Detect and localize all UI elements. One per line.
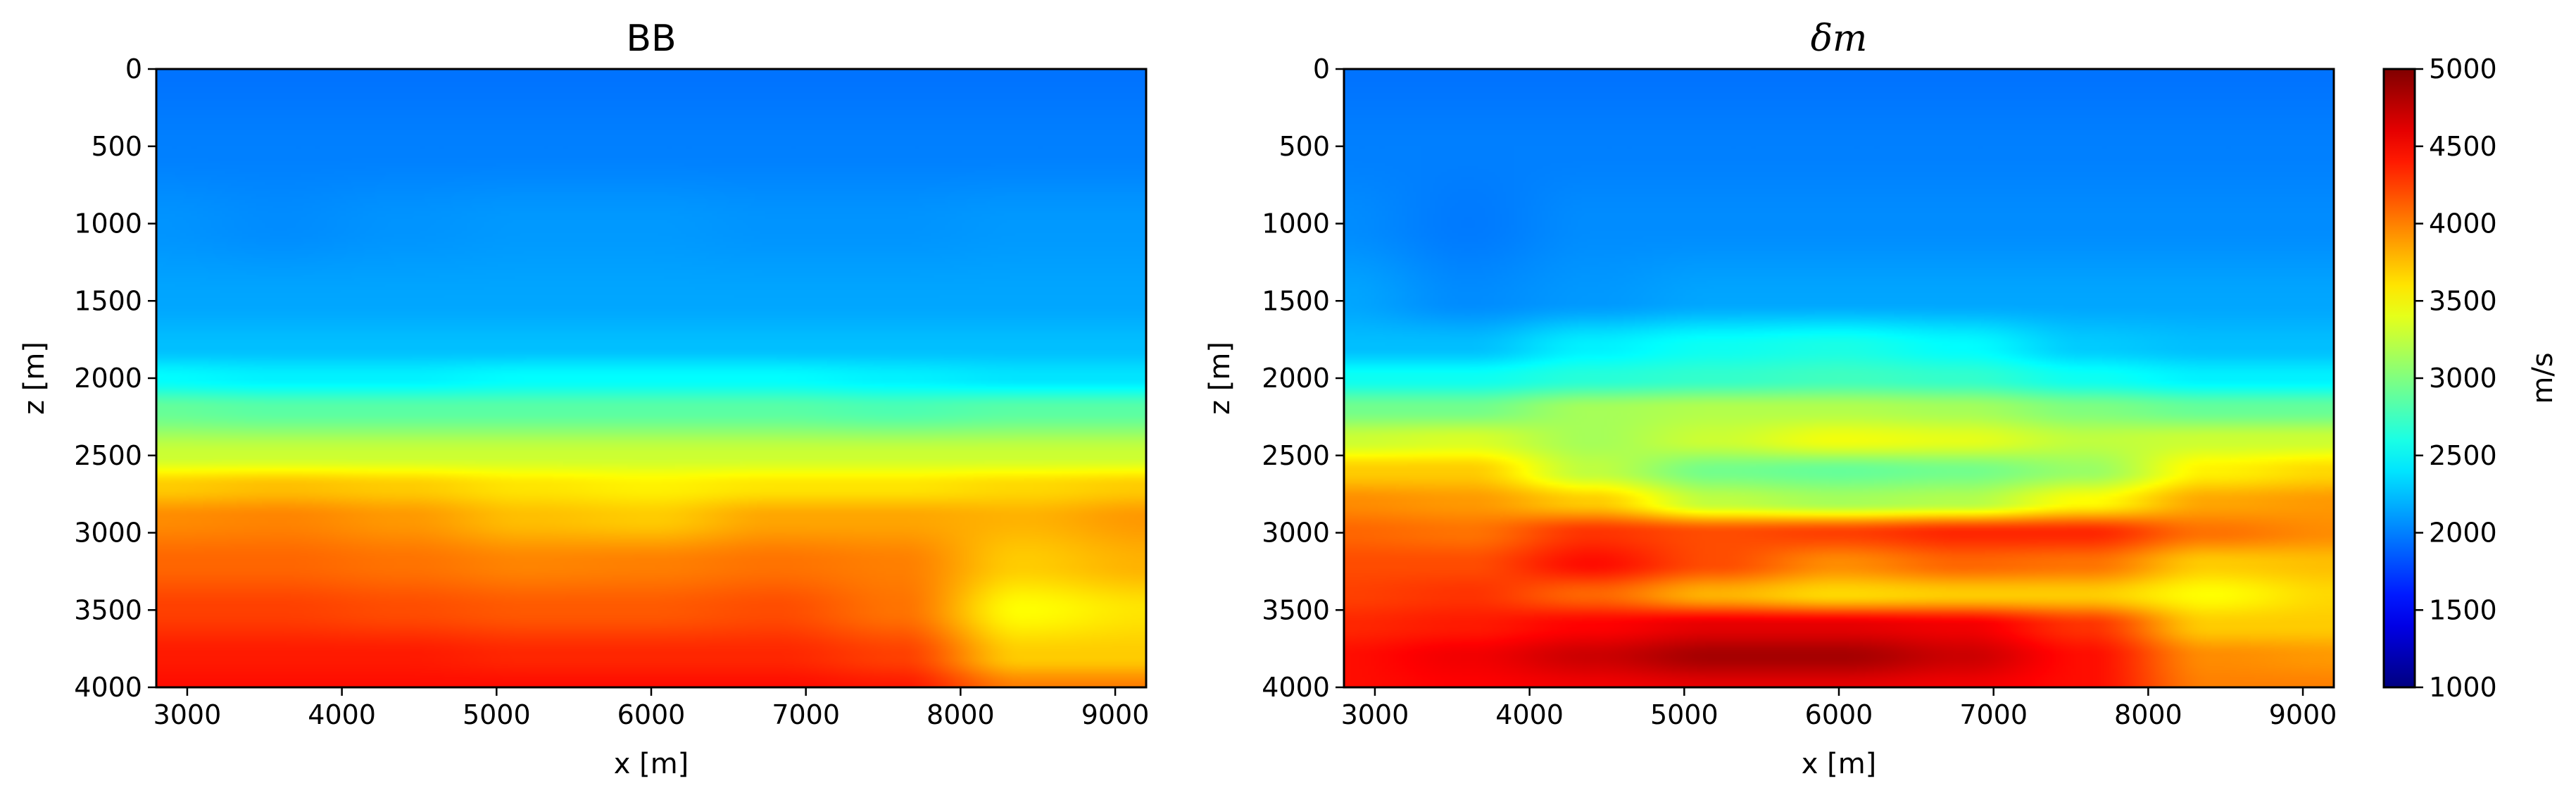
x-ticks-dm: 3000 4000 5000 6000 7000 8000 9000 — [1341, 687, 2337, 730]
x-tick-label: 9000 — [2269, 699, 2337, 730]
x-axis-label-dm: x [m] — [1802, 748, 1877, 780]
panel-title-bb: BB — [626, 18, 676, 60]
y-tick-label: 0 — [1313, 54, 1330, 85]
y-tick-label: 1000 — [74, 208, 142, 239]
y-tick-label: 2500 — [1262, 440, 1330, 471]
colorbar-tick-label: 1000 — [2429, 672, 2497, 703]
y-tick-label: 1500 — [1262, 285, 1330, 316]
x-tick-label: 9000 — [1081, 699, 1150, 730]
x-tick-label: 7000 — [1959, 699, 2028, 730]
colorbar-tick-label: 4000 — [2429, 208, 2497, 239]
y-tick-label: 1000 — [1262, 208, 1330, 239]
x-tick-label: 3000 — [1341, 699, 1409, 730]
colorbar-label: m/s — [2527, 352, 2559, 404]
x-tick-label: 6000 — [1805, 699, 1873, 730]
y-axis-label-bb: z [m] — [18, 342, 51, 415]
x-tick-label: 8000 — [926, 699, 995, 730]
x-ticks-bb: 3000 4000 5000 6000 7000 8000 9000 — [153, 687, 1150, 730]
colorbar-tick-label: 1500 — [2429, 594, 2497, 625]
y-tick-label: 3000 — [1262, 518, 1330, 549]
y-tick-label: 3000 — [74, 518, 142, 549]
panel-title-dm: δm — [1811, 18, 1868, 60]
y-ticks-dm: 0 500 1000 1500 2000 2500 3000 3500 4000 — [1262, 54, 1344, 703]
x-axis-label-bb: x [m] — [614, 748, 689, 780]
x-tick-label: 4000 — [1495, 699, 1564, 730]
colorbar: 1000 1500 2000 2500 3000 3500 4000 4500 5000 m/s — [2382, 54, 2559, 703]
x-tick-label: 4000 — [308, 699, 376, 730]
y-tick-label: 500 — [1278, 131, 1330, 162]
y-tick-label: 4000 — [1262, 672, 1330, 703]
y-ticks-bb: 0 500 1000 1500 2000 2500 3000 3500 4000 — [74, 54, 156, 703]
colorbar-tick-label: 2500 — [2429, 440, 2497, 471]
y-tick-label: 3500 — [1262, 594, 1330, 625]
heatmap-dm — [1344, 69, 2334, 687]
colorbar-tick-label: 5000 — [2429, 54, 2497, 85]
x-tick-label: 5000 — [1650, 699, 1719, 730]
colorbar-tick-label: 3500 — [2429, 285, 2497, 316]
y-tick-label: 4000 — [74, 672, 142, 703]
y-tick-label: 3500 — [74, 594, 142, 625]
colorbar-tick-label: 3000 — [2429, 363, 2497, 394]
y-tick-label: 500 — [91, 131, 142, 162]
y-tick-label: 2500 — [74, 440, 142, 471]
colorbar-gradient — [2384, 69, 2415, 687]
panel-dm: δm 3000 4000 5000 6000 7000 8000 9000 0 500 1000… — [1204, 18, 2337, 780]
colorbar-tick-label: 2000 — [2429, 518, 2497, 549]
x-tick-label: 8000 — [2114, 699, 2182, 730]
y-tick-label: 2000 — [74, 363, 142, 394]
panel-bb: BB 3000 4000 5000 6000 7000 8000 9000 0 500 1000… — [18, 18, 1149, 780]
x-tick-label: 7000 — [772, 699, 840, 730]
x-tick-label: 5000 — [463, 699, 531, 730]
y-tick-label: 0 — [125, 54, 142, 85]
heatmap-bb — [156, 69, 1146, 687]
x-tick-label: 6000 — [617, 699, 686, 730]
y-tick-label: 1500 — [74, 285, 142, 316]
colorbar-ticks: 1000 1500 2000 2500 3000 3500 4000 4500 5000 — [2415, 54, 2497, 703]
y-axis-label-dm: z [m] — [1204, 342, 1236, 415]
colorbar-tick-label: 4500 — [2429, 131, 2497, 162]
x-tick-label: 3000 — [153, 699, 222, 730]
y-tick-label: 2000 — [1262, 363, 1330, 394]
